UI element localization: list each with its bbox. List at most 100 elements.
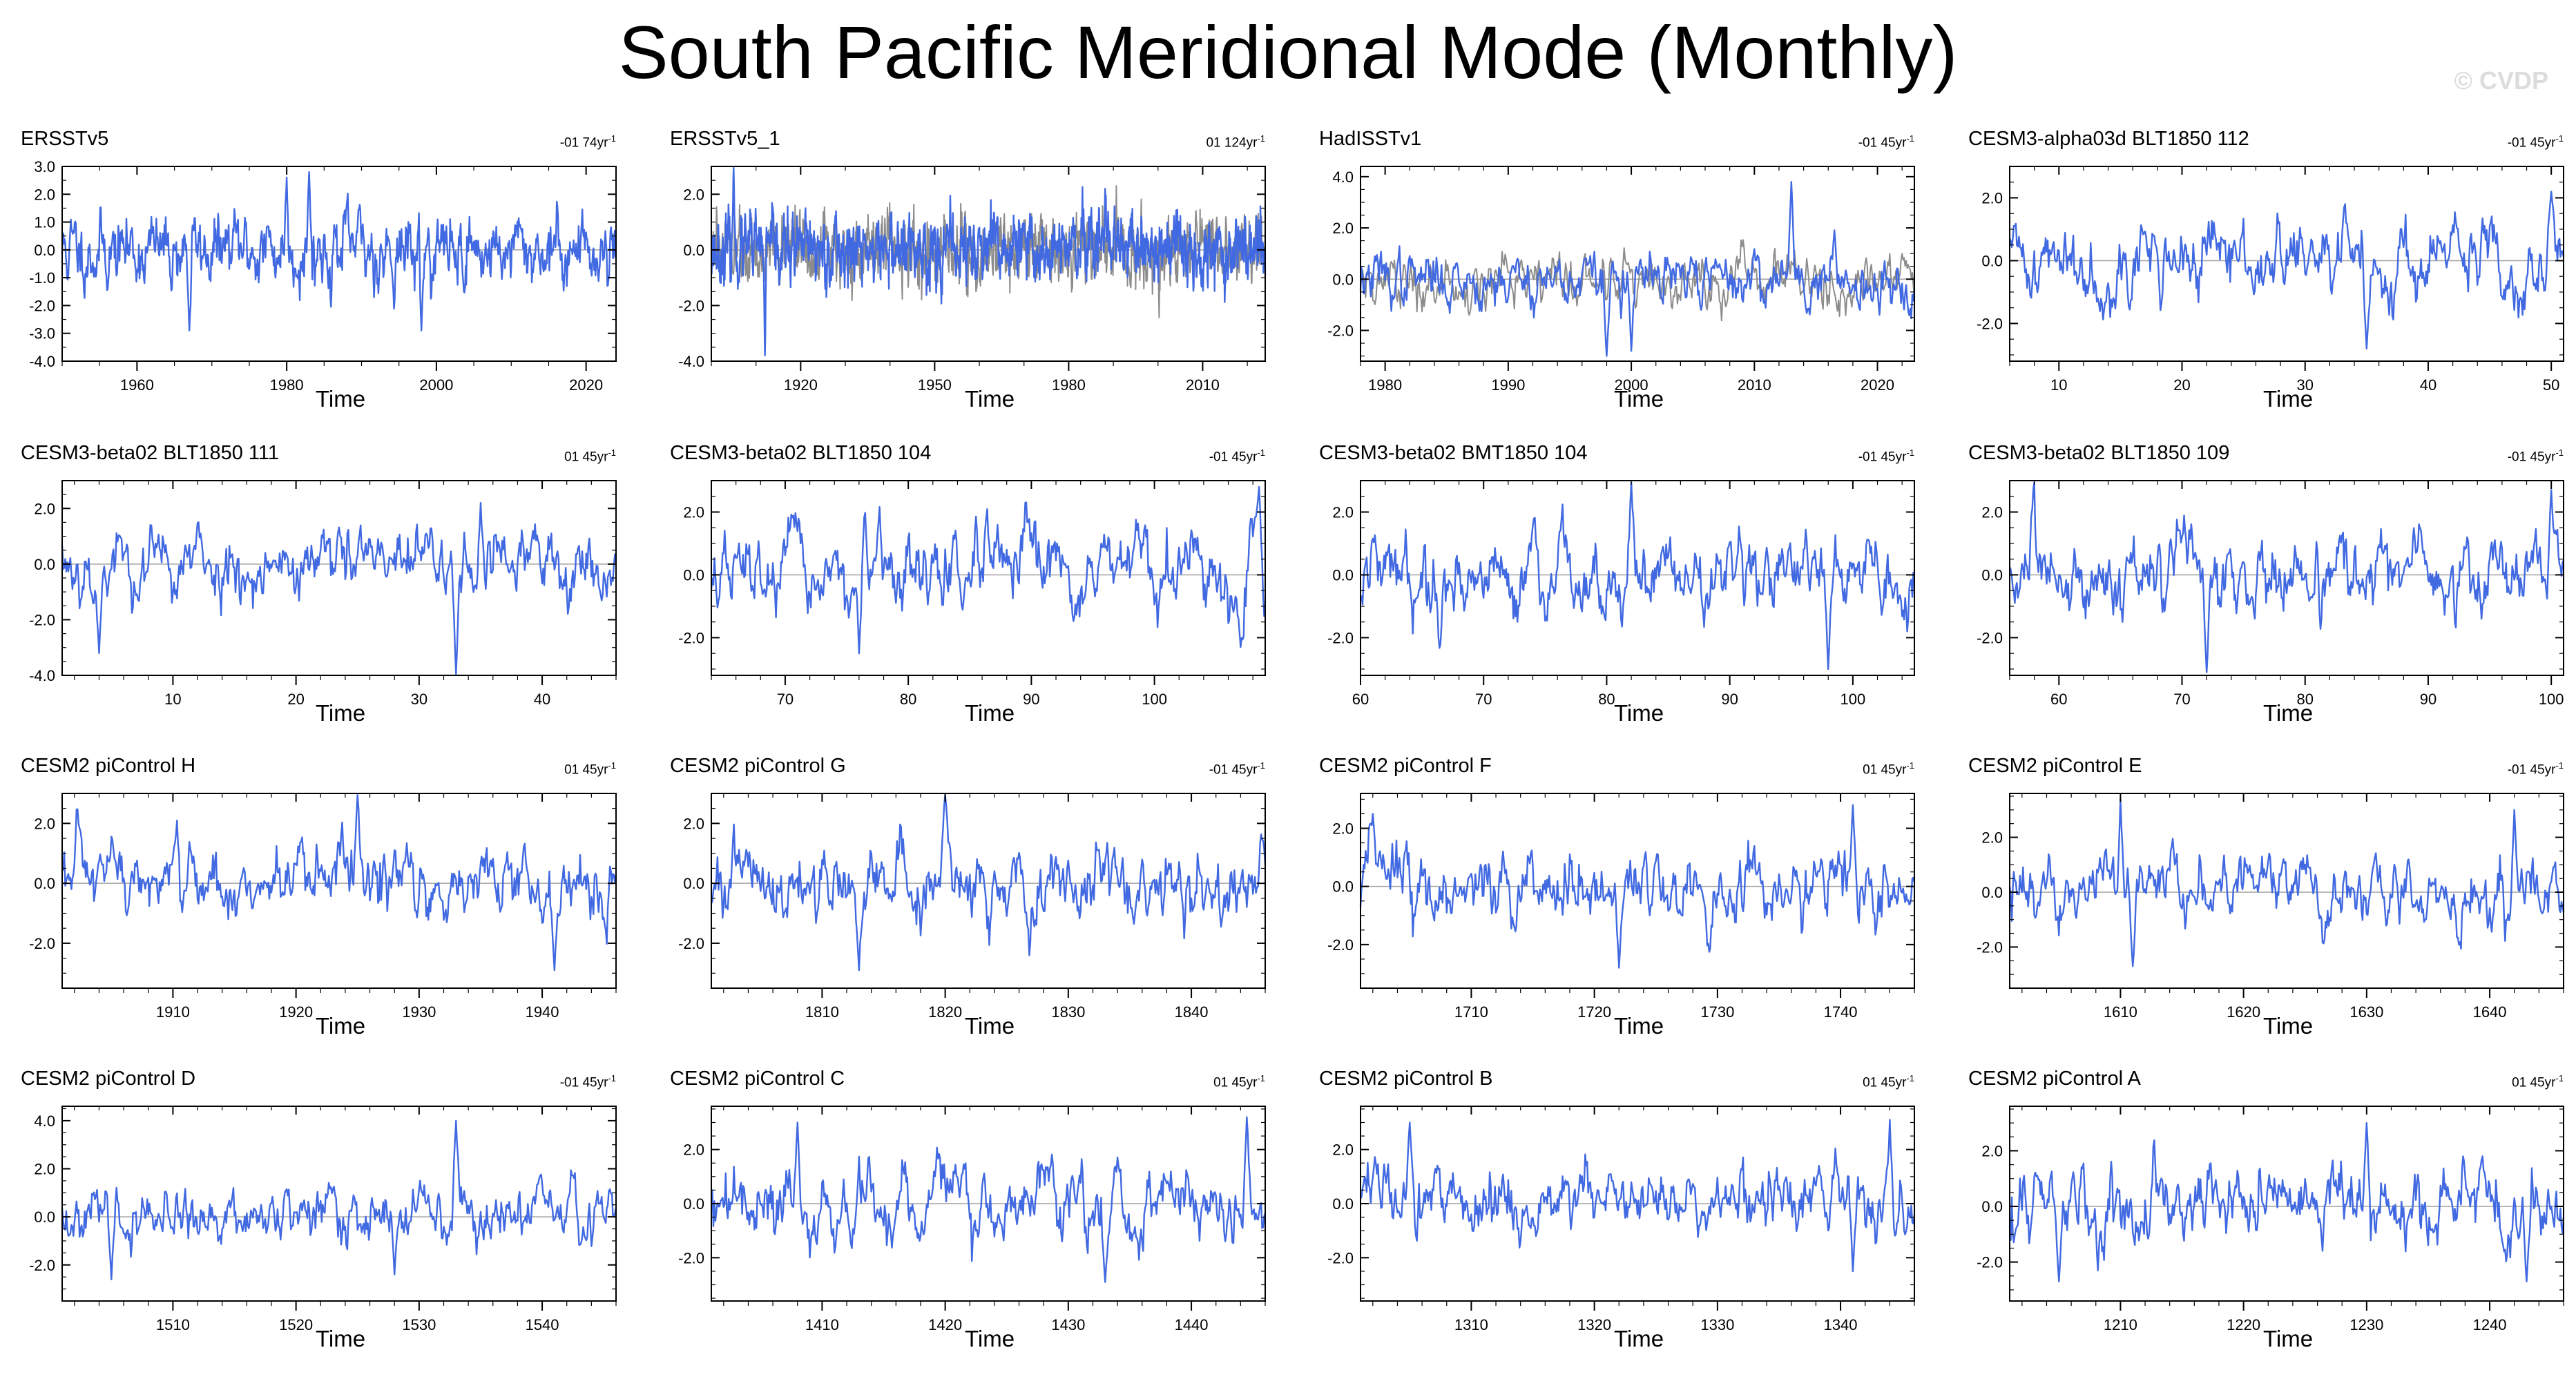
panel-title: CESM2 piControl F xyxy=(1319,755,1492,777)
chart-panel: 2.0 0.0 -2.0 70 80 90 100 CESM3-beta02 BLT1850 … xyxy=(662,442,1283,732)
y-tick-label: 2.0 xyxy=(1332,220,1354,237)
series-line xyxy=(710,166,1267,357)
x-axis-label: Time xyxy=(965,1013,1015,1039)
series-line xyxy=(710,794,1267,972)
chart-panel: 2.0 0.0 -2.0 1710 1720 1730 1740 CESM2 piContro… xyxy=(1311,755,1932,1045)
x-axis-label: Time xyxy=(1614,1326,1664,1351)
chart-svg: 2.0 0.0 -2.0 1910 1920 1930 1940 xyxy=(29,793,617,1021)
x-axis-label: Time xyxy=(965,386,1015,412)
x-axis-label: Time xyxy=(965,1326,1015,1351)
x-tick-label: 40 xyxy=(2420,376,2436,394)
trend-label: 01 45yr-1 xyxy=(1863,760,1914,778)
x-axis-label: Time xyxy=(316,386,366,412)
y-tick-label: -1.0 xyxy=(29,269,55,287)
y-tick-label: -2.0 xyxy=(678,629,704,646)
x-axis-label: Time xyxy=(2263,1326,2314,1351)
x-tick-label: 1730 xyxy=(1700,1003,1734,1021)
y-tick-label: -2.0 xyxy=(1977,1254,2003,1271)
x-axis-label: Time xyxy=(2263,700,2314,726)
y-tick-label: 2.0 xyxy=(683,815,704,832)
y-tick-label: -2.0 xyxy=(1977,315,2003,332)
chart-panel: 2.0 0.0 -2.0 -4.0 10 20 30 40 CESM3-beta02 BLT18… xyxy=(12,442,634,732)
x-tick-label: 1990 xyxy=(1491,376,1525,394)
y-tick-label: 2.0 xyxy=(1981,1142,2003,1159)
series-line xyxy=(2008,798,2565,967)
x-tick-label: 1720 xyxy=(1577,1003,1611,1021)
y-tick-label: 0.0 xyxy=(1332,271,1354,288)
trend-label: 01 45yr-1 xyxy=(564,760,616,778)
chart-panel: 4.0 2.0 0.0 -2.0 1980 1990 2000 2010 2020 HadISST… xyxy=(1311,128,1932,418)
x-tick-label: 1430 xyxy=(1051,1316,1085,1333)
x-tick-label: 1930 xyxy=(402,1003,436,1021)
x-tick-label: 2020 xyxy=(1861,376,1894,394)
x-tick-label: 100 xyxy=(1840,691,1866,708)
series-line xyxy=(710,485,1266,655)
series-line xyxy=(61,1119,617,1280)
y-tick-label: -4.0 xyxy=(678,353,704,370)
x-tick-label: 1330 xyxy=(1700,1316,1734,1333)
chart-panel: 2.0 0.0 -2.0 10 20 30 40 50 CESM3-alpha03d BLT18… xyxy=(1960,128,2576,418)
y-tick-label: 4.0 xyxy=(1332,168,1354,186)
y-tick-label: 0.0 xyxy=(34,242,55,259)
y-tick-label: 2.0 xyxy=(34,186,55,203)
series-line xyxy=(2008,191,2565,349)
x-tick-label: 1320 xyxy=(1577,1316,1611,1333)
plot-frame xyxy=(1360,480,1915,676)
x-tick-label: 1540 xyxy=(526,1316,559,1333)
x-tick-label: 70 xyxy=(2173,691,2190,708)
x-axis-label: Time xyxy=(316,700,366,726)
y-tick-label: -4.0 xyxy=(29,667,55,684)
series-line xyxy=(1359,804,1916,969)
plot-frame xyxy=(2009,480,2564,676)
y-tick-label: 0.0 xyxy=(683,875,704,892)
series-line xyxy=(710,1116,1267,1283)
x-axis-label: Time xyxy=(2263,386,2314,412)
x-tick-label: 1410 xyxy=(805,1316,839,1333)
x-tick-label: 70 xyxy=(1475,691,1492,708)
chart-svg: 2.0 0.0 -2.0 60 70 80 90 100 xyxy=(1977,480,2565,708)
chart-panel: 2.0 0.0 -2.0 60 70 80 90 100 CESM3-beta02 BLT185… xyxy=(1960,442,2576,732)
x-tick-label: 20 xyxy=(2173,376,2190,394)
x-tick-label: 2000 xyxy=(419,376,453,394)
series-line xyxy=(1359,181,1916,357)
y-tick-label: 0.0 xyxy=(1981,1198,2003,1215)
y-tick-label: 2.0 xyxy=(1981,829,2003,847)
y-tick-label: 2.0 xyxy=(1332,820,1354,838)
plot-frame xyxy=(2009,793,2564,989)
plot-frame xyxy=(711,793,1266,989)
x-tick-label: 1510 xyxy=(156,1316,190,1333)
y-tick-label: -2.0 xyxy=(678,297,704,314)
trend-label: 01 45yr-1 xyxy=(2512,1073,2564,1090)
y-tick-label: 2.0 xyxy=(683,1141,704,1159)
chart-svg: 2.0 0.0 -2.0 1610 1620 1630 1640 xyxy=(1977,793,2565,1021)
y-tick-label: 2.0 xyxy=(1981,503,2003,521)
x-tick-label: 2000 xyxy=(1615,376,1649,394)
x-tick-label: 2010 xyxy=(1186,376,1220,394)
y-tick-label: 0.0 xyxy=(1981,566,2003,584)
x-tick-label: 1830 xyxy=(1051,1003,1085,1021)
y-tick-label: 0.0 xyxy=(34,875,55,892)
y-tick-label: 4.0 xyxy=(34,1112,55,1130)
panel-title: CESM3-beta02 BMT1850 104 xyxy=(1319,442,1588,464)
trend-label: 01 45yr-1 xyxy=(564,447,616,465)
plot-frame xyxy=(1360,166,1915,362)
x-tick-label: 1980 xyxy=(270,376,304,394)
x-axis-label: Time xyxy=(316,1013,366,1039)
y-tick-label: -2.0 xyxy=(1977,938,2003,956)
trend-label: 01 45yr-1 xyxy=(1863,1073,1914,1090)
plot-frame xyxy=(711,480,1266,676)
panel-title: CESM2 piControl A xyxy=(1968,1068,2141,1090)
plot-frame xyxy=(61,793,617,989)
x-tick-label: 1230 xyxy=(2349,1316,2383,1333)
cvdp-watermark: © CVDP xyxy=(2454,66,2548,95)
chart-panel: 3.0 2.0 1.0 0.0 -1.0 -2.0 -3.0 -4.0 1960 1980 2000… xyxy=(12,128,634,418)
x-tick-label: 1950 xyxy=(918,376,952,394)
x-tick-label: 1220 xyxy=(2227,1316,2260,1333)
panel-title: ERSSTv5 xyxy=(21,128,109,150)
y-tick-label: 2.0 xyxy=(683,186,704,203)
x-tick-label: 1710 xyxy=(1454,1003,1488,1021)
chart-panel: 2.0 0.0 -2.0 1810 1820 1830 1840 CESM2 piContro… xyxy=(662,755,1283,1045)
x-tick-label: 1210 xyxy=(2104,1316,2137,1333)
panel-title: CESM3-beta02 BLT1850 109 xyxy=(1968,442,2230,464)
panel-title: CESM3-beta02 BLT1850 104 xyxy=(670,442,932,464)
